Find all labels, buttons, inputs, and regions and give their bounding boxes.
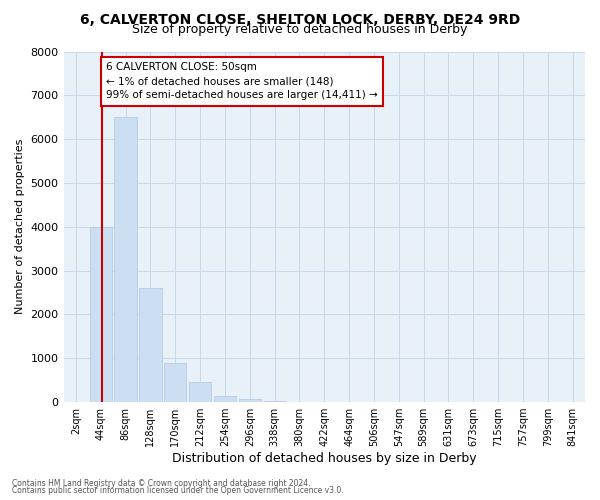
Text: 6 CALVERTON CLOSE: 50sqm
← 1% of detached houses are smaller (148)
99% of semi-d: 6 CALVERTON CLOSE: 50sqm ← 1% of detache… — [106, 62, 377, 100]
Y-axis label: Number of detached properties: Number of detached properties — [15, 139, 25, 314]
Text: Size of property relative to detached houses in Derby: Size of property relative to detached ho… — [133, 22, 467, 36]
Text: 6, CALVERTON CLOSE, SHELTON LOCK, DERBY, DE24 9RD: 6, CALVERTON CLOSE, SHELTON LOCK, DERBY,… — [80, 12, 520, 26]
Text: Contains public sector information licensed under the Open Government Licence v3: Contains public sector information licen… — [12, 486, 344, 495]
Bar — [263, 401, 286, 402]
Text: Contains HM Land Registry data © Crown copyright and database right 2024.: Contains HM Land Registry data © Crown c… — [12, 478, 311, 488]
Bar — [89, 227, 112, 402]
Bar — [189, 382, 211, 402]
Bar — [239, 398, 261, 402]
Bar — [164, 362, 187, 402]
X-axis label: Distribution of detached houses by size in Derby: Distribution of detached houses by size … — [172, 452, 476, 465]
Bar — [214, 396, 236, 402]
Bar — [115, 117, 137, 402]
Bar — [139, 288, 161, 402]
